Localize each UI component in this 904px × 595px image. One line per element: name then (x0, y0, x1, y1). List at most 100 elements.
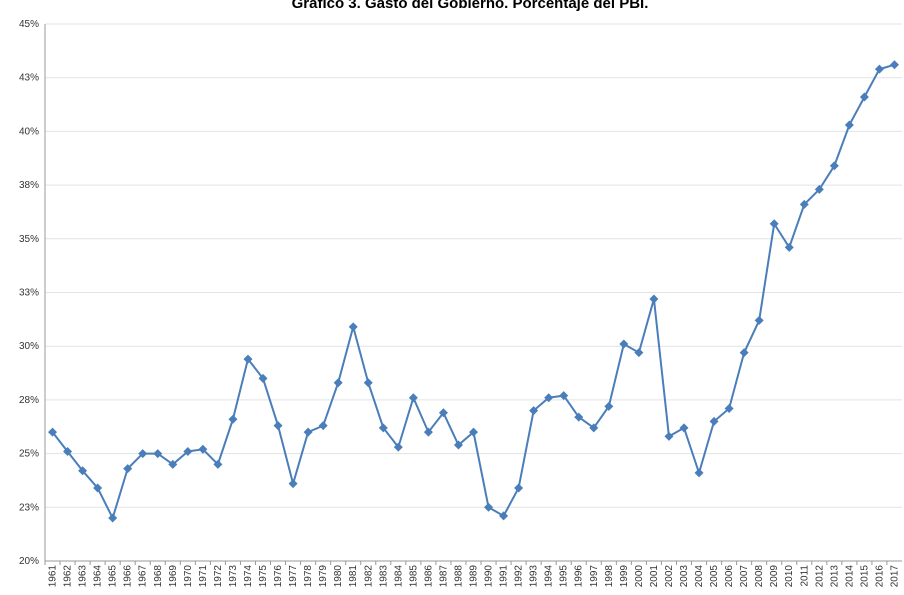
x-tick-label: 1981 (348, 565, 359, 588)
data-point (138, 449, 148, 459)
y-tick-label: 43% (19, 73, 39, 84)
data-point (78, 466, 88, 476)
x-tick-label: 1978 (303, 565, 314, 588)
data-point (889, 60, 899, 70)
x-tick-label: 1987 (438, 565, 449, 588)
x-tick-label: 1965 (108, 565, 119, 588)
data-point (724, 403, 734, 413)
x-tick-label: 2010 (784, 565, 795, 588)
data-point (288, 479, 298, 489)
chart-title: Gráfico 3. Gasto del Gobierno. Porcentaj… (292, 0, 649, 12)
x-tick-label: 1996 (574, 565, 585, 588)
data-point (318, 421, 328, 431)
data-point (228, 414, 238, 424)
data-point (438, 408, 448, 418)
x-tick-label: 1967 (138, 565, 149, 588)
data-point (814, 184, 824, 194)
x-tick-label: 2001 (649, 565, 660, 588)
data-point (243, 354, 253, 364)
data-point (393, 442, 403, 452)
x-tick-label: 2003 (679, 565, 690, 588)
x-tick-label: 1979 (318, 565, 329, 588)
x-tick-label: 2000 (634, 565, 645, 588)
data-point (574, 412, 584, 422)
y-tick-label: 30% (19, 341, 39, 352)
data-point (303, 427, 313, 437)
x-tick-label: 1986 (423, 565, 434, 588)
data-point (333, 378, 343, 388)
y-tick-label: 23% (19, 502, 39, 513)
data-point (664, 431, 674, 441)
x-tick-label: 1963 (78, 565, 89, 588)
x-tick-label: 1997 (589, 565, 600, 588)
data-point (679, 423, 689, 433)
x-tick-label: 2012 (814, 565, 825, 588)
x-tick-label: 2013 (829, 565, 840, 588)
data-point (153, 449, 163, 459)
x-tick-label: 1969 (168, 565, 179, 588)
x-tick-label: 1983 (378, 565, 389, 588)
data-point (619, 339, 629, 349)
data-point (273, 421, 283, 431)
y-tick-label: 33% (19, 288, 39, 299)
x-tick-label: 1993 (529, 565, 540, 588)
data-point (63, 446, 73, 456)
x-tick-label: 1991 (499, 565, 510, 588)
data-point (739, 348, 749, 358)
data-point (213, 459, 223, 469)
x-tick-label: 1962 (63, 565, 74, 588)
data-point (514, 483, 524, 493)
x-tick-label: 1989 (469, 565, 480, 588)
data-point (499, 511, 509, 521)
data-point (604, 401, 614, 411)
data-point (168, 459, 178, 469)
x-tick-label: 2017 (889, 565, 900, 588)
x-tick-label: 1966 (123, 565, 134, 588)
y-tick-label: 40% (19, 126, 39, 137)
data-point (93, 483, 103, 493)
y-tick-label: 25% (19, 449, 39, 460)
data-point (754, 315, 764, 325)
x-tick-label: 1971 (198, 565, 209, 588)
x-tick-label: 1985 (408, 565, 419, 588)
data-point (469, 427, 478, 437)
data-point (484, 502, 494, 512)
data-point (649, 294, 659, 304)
data-point (529, 406, 539, 416)
x-tick-label: 1995 (559, 565, 570, 588)
data-point (634, 348, 644, 358)
x-tick-label: 1974 (243, 565, 254, 588)
data-point (799, 199, 809, 209)
data-point (559, 391, 569, 401)
data-point (423, 427, 433, 437)
data-point (48, 427, 58, 437)
y-tick-label: 28% (19, 395, 39, 406)
x-tick-label: 1982 (363, 565, 374, 588)
x-tick-label: 1994 (544, 565, 555, 588)
x-tick-label: 1992 (514, 565, 525, 588)
data-point (859, 92, 869, 102)
data-point (694, 468, 704, 478)
data-point (874, 64, 884, 74)
x-tick-label: 1975 (258, 565, 269, 588)
x-tick-label: 1976 (273, 565, 284, 588)
x-tick-label: 1984 (393, 565, 404, 588)
data-point (709, 416, 719, 426)
data-point (829, 161, 839, 171)
x-tick-label: 1999 (619, 565, 630, 588)
x-tick-label: 1977 (288, 565, 299, 588)
x-tick-label: 1964 (93, 565, 104, 588)
data-point (589, 423, 599, 433)
x-tick-label: 1990 (484, 565, 495, 588)
x-tick-label: 1970 (183, 565, 194, 588)
x-tick-label: 2008 (754, 565, 765, 588)
x-tick-label: 2011 (799, 565, 810, 587)
x-tick-label: 1980 (333, 565, 344, 588)
data-point (363, 378, 373, 388)
x-tick-label: 1988 (453, 565, 464, 588)
y-tick-label: 35% (19, 234, 39, 245)
x-tick-label: 2002 (664, 565, 675, 588)
data-point (544, 393, 554, 403)
data-point (408, 393, 418, 403)
